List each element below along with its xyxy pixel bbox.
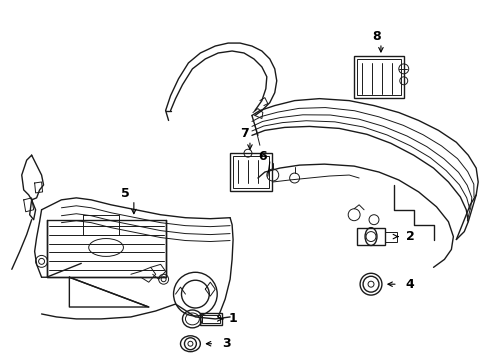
Bar [233,156,268,188]
Bar [353,56,403,98]
Text: 5: 5 [121,188,129,201]
Bar [384,231,396,242]
Bar [356,228,384,246]
Text: 3: 3 [222,337,230,350]
Text: 7: 7 [240,127,248,140]
Bar [200,313,222,325]
Text: 2: 2 [405,230,414,243]
Text: 4: 4 [405,278,414,291]
Bar [230,153,271,191]
Text: 8: 8 [371,30,380,42]
Text: 1: 1 [228,312,236,325]
Bar [202,315,220,323]
Bar [356,59,400,95]
Text: 6: 6 [257,150,266,163]
